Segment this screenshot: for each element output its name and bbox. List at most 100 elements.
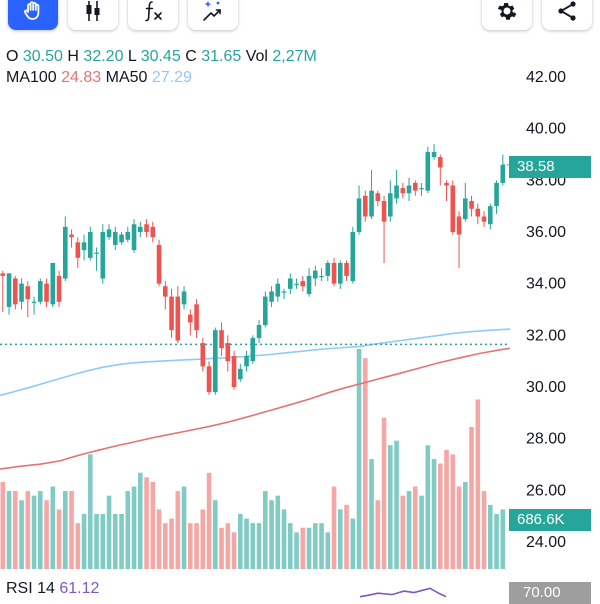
volume-bar xyxy=(469,426,474,569)
candle-body xyxy=(131,224,137,251)
volume-bar xyxy=(369,459,374,569)
candle-body xyxy=(313,270,318,279)
rsi-value: 61.12 xyxy=(59,580,100,597)
volume-bar xyxy=(494,514,499,569)
candle-body xyxy=(300,281,306,287)
candle-body xyxy=(331,263,337,284)
high-value: 32.20 xyxy=(83,48,124,65)
volume-bar xyxy=(406,491,412,569)
candle-body xyxy=(200,343,206,367)
candle-body xyxy=(288,278,293,289)
volume-bar xyxy=(88,454,93,569)
chart-toolbar xyxy=(0,0,600,34)
volume-bar xyxy=(275,495,281,569)
settings-button[interactable] xyxy=(482,0,532,30)
ma100-value: 24.83 xyxy=(61,69,102,86)
candle-body xyxy=(256,325,262,338)
indicators-button[interactable] xyxy=(128,0,178,30)
share-button[interactable] xyxy=(542,0,592,30)
volume-bar xyxy=(231,532,237,569)
volume-bar xyxy=(50,486,56,569)
candle-body xyxy=(31,301,37,303)
drawing-tools-button[interactable] xyxy=(188,0,238,30)
volume-bar xyxy=(331,486,337,569)
volume-bar xyxy=(313,523,318,569)
volume-bar xyxy=(0,481,6,569)
ma50-value: 27.29 xyxy=(151,69,192,86)
volume-bar xyxy=(6,491,12,569)
candle-body xyxy=(75,242,81,258)
candle-body xyxy=(263,296,268,325)
volume-bar xyxy=(381,417,387,569)
chart-type-button[interactable] xyxy=(68,0,118,30)
candle-body xyxy=(238,368,243,380)
volume-bar xyxy=(144,477,149,569)
indicator-fx-icon xyxy=(145,1,162,22)
candle-body xyxy=(250,337,256,362)
candle-body xyxy=(500,164,506,183)
candle-body xyxy=(81,242,87,251)
price-axis-tick: 30.00 xyxy=(526,379,566,396)
candle-body xyxy=(413,182,418,191)
close-value: 31.65 xyxy=(201,48,242,65)
candle-body xyxy=(281,291,287,293)
low-label: L xyxy=(127,48,137,65)
volume-bar xyxy=(319,523,324,569)
candle-body xyxy=(275,283,281,297)
volume-bar xyxy=(250,523,256,569)
candlestick-icon xyxy=(86,1,100,21)
candle-body xyxy=(244,356,249,367)
candle-body xyxy=(325,263,331,276)
candle-body xyxy=(106,229,112,238)
volume-bar xyxy=(81,514,87,569)
volume-bar xyxy=(206,472,212,569)
candle-body xyxy=(63,226,68,279)
price-axis-tick: 42.00 xyxy=(526,69,566,86)
share-icon xyxy=(558,1,576,21)
volume-bar xyxy=(488,504,493,569)
volume-bar xyxy=(344,504,349,569)
hand-tool-button[interactable] xyxy=(8,0,58,30)
volume-bar xyxy=(338,509,343,569)
candle-body xyxy=(56,275,62,302)
candle-body xyxy=(350,232,356,282)
hand-icon xyxy=(24,1,40,20)
volume-bar xyxy=(269,500,274,569)
candle-body xyxy=(175,296,181,341)
volume-bar xyxy=(181,486,187,569)
volume-bar xyxy=(19,500,24,569)
candle-body xyxy=(206,366,212,393)
volume-bar xyxy=(500,509,506,569)
price-axis-tick: 24.00 xyxy=(526,534,566,551)
volume-bar xyxy=(225,523,231,569)
volume-bar xyxy=(113,514,118,569)
candle-body xyxy=(456,216,462,235)
candle-body xyxy=(488,206,493,225)
candle-body xyxy=(406,185,412,194)
candle-body xyxy=(475,208,481,217)
ma50-label: MA50 xyxy=(105,69,148,86)
volume-bar xyxy=(38,491,43,569)
close-label: C xyxy=(185,48,197,65)
volume-bar xyxy=(300,527,306,569)
volume-bar xyxy=(238,514,243,569)
volume-bar xyxy=(125,491,131,569)
volume-bar xyxy=(481,491,487,569)
volume-bar xyxy=(363,358,368,569)
candle-body xyxy=(125,232,131,240)
open-value: 30.50 xyxy=(22,48,63,65)
candle-body xyxy=(138,226,143,232)
candle-body xyxy=(50,263,56,305)
candle-body xyxy=(425,151,431,191)
rsi-line xyxy=(359,587,447,598)
volume-bar xyxy=(263,491,268,569)
volume-bar xyxy=(200,509,206,569)
volume-bar xyxy=(413,486,418,569)
volume-bar xyxy=(400,495,406,569)
rsi-label: RSI 14 xyxy=(6,580,55,597)
volume-bar xyxy=(475,399,481,569)
volume-bar xyxy=(163,523,168,569)
volume-bar xyxy=(350,518,356,569)
volume-bar xyxy=(56,509,62,569)
